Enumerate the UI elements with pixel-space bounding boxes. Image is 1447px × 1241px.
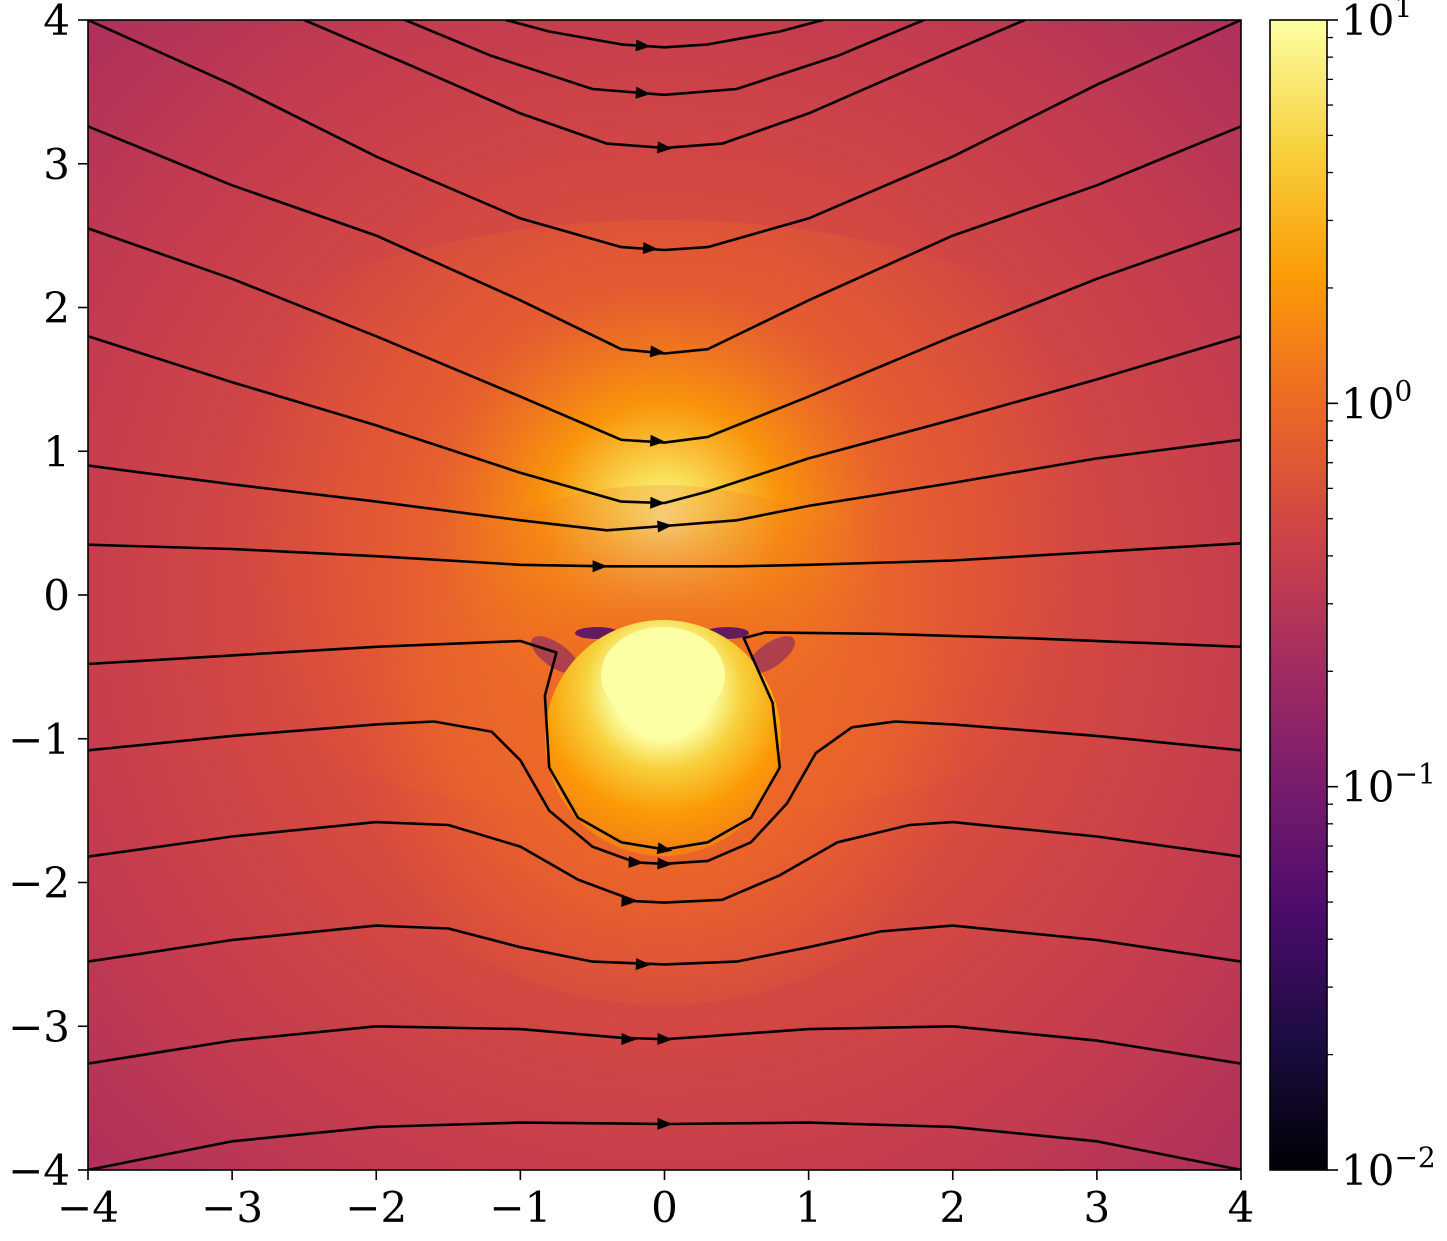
dark-lobe-right <box>747 636 795 674</box>
y-tick-label: −3 <box>8 1002 70 1051</box>
stream-12-arrow-1 <box>621 894 637 907</box>
stream-9-arrow-1 <box>592 560 608 573</box>
plot-area <box>88 20 1241 1170</box>
x-tick-label: −4 <box>57 1183 119 1232</box>
stream-4-arrow-1 <box>642 242 659 255</box>
stream-6-arrow-1 <box>649 434 666 447</box>
stream-12 <box>88 820 1241 904</box>
sphere-hot-cap <box>601 627 725 723</box>
colorbar: 10−2 10−1 100 101 <box>1269 0 1436 1195</box>
stream-3-arrow-1 <box>657 141 673 154</box>
colorbar-ticks: 10−2 10−1 100 101 <box>1327 0 1436 1195</box>
stream-13 <box>88 924 1241 966</box>
x-tick-label: 2 <box>939 1183 966 1232</box>
stream-14-arrow-2 <box>657 1032 673 1045</box>
x-tick-label: 0 <box>651 1183 678 1232</box>
colorbar-tick-label: 100 <box>1341 374 1412 428</box>
stream-1-arrow-1 <box>635 39 651 52</box>
x-tick-label: −1 <box>489 1183 551 1232</box>
colorbar-tick-label: 10−1 <box>1341 758 1436 812</box>
x-tick-label: 1 <box>795 1183 822 1232</box>
y-tick-label: −4 <box>8 1146 70 1195</box>
x-tick-label: −3 <box>201 1183 263 1232</box>
x-tick-label: 3 <box>1084 1183 1111 1232</box>
y-axis: −4 −3 −2 −1 0 1 2 3 4 <box>8 0 88 1195</box>
stream-1 <box>504 20 825 49</box>
colorbar-gradient <box>1270 20 1327 1170</box>
colorbar-tick-label: 101 <box>1341 0 1412 45</box>
stream-8-arrow-1 <box>657 520 673 533</box>
stream-15-arrow-1 <box>657 1117 673 1130</box>
y-tick-label: −1 <box>8 715 70 764</box>
stream-9 <box>88 542 1241 568</box>
stream-11-arrow-1 <box>628 856 644 869</box>
stream-5 <box>88 125 1241 355</box>
y-tick-label: −2 <box>8 859 70 908</box>
stream-5-arrow-1 <box>649 345 666 358</box>
y-tick-label: 2 <box>43 284 70 333</box>
x-tick-label: −2 <box>345 1183 407 1232</box>
stream-11-arrow-2 <box>657 857 673 870</box>
streamlines <box>88 20 1241 1170</box>
colorbar-tick-label: 10−2 <box>1341 1141 1436 1195</box>
stream-10-arrow-1 <box>656 842 673 855</box>
stream-13-arrow-1 <box>635 958 651 971</box>
colorbar-frame <box>1269 19 1328 1171</box>
stream-7-arrow-1 <box>650 496 666 509</box>
stream-14-arrow-1 <box>621 1032 637 1045</box>
x-axis: −4 −3 −2 −1 0 1 2 3 4 <box>57 1170 1254 1232</box>
x-tick-label: 4 <box>1228 1183 1255 1232</box>
stream-2 <box>403 20 926 97</box>
y-tick-label: 0 <box>43 571 70 620</box>
y-tick-label: 3 <box>43 140 70 189</box>
stream-2-arrow-1 <box>635 86 651 99</box>
stream-6 <box>88 227 1241 444</box>
y-tick-label: 4 <box>43 0 70 45</box>
stream-4 <box>88 20 1241 252</box>
y-tick-label: 1 <box>43 427 70 476</box>
